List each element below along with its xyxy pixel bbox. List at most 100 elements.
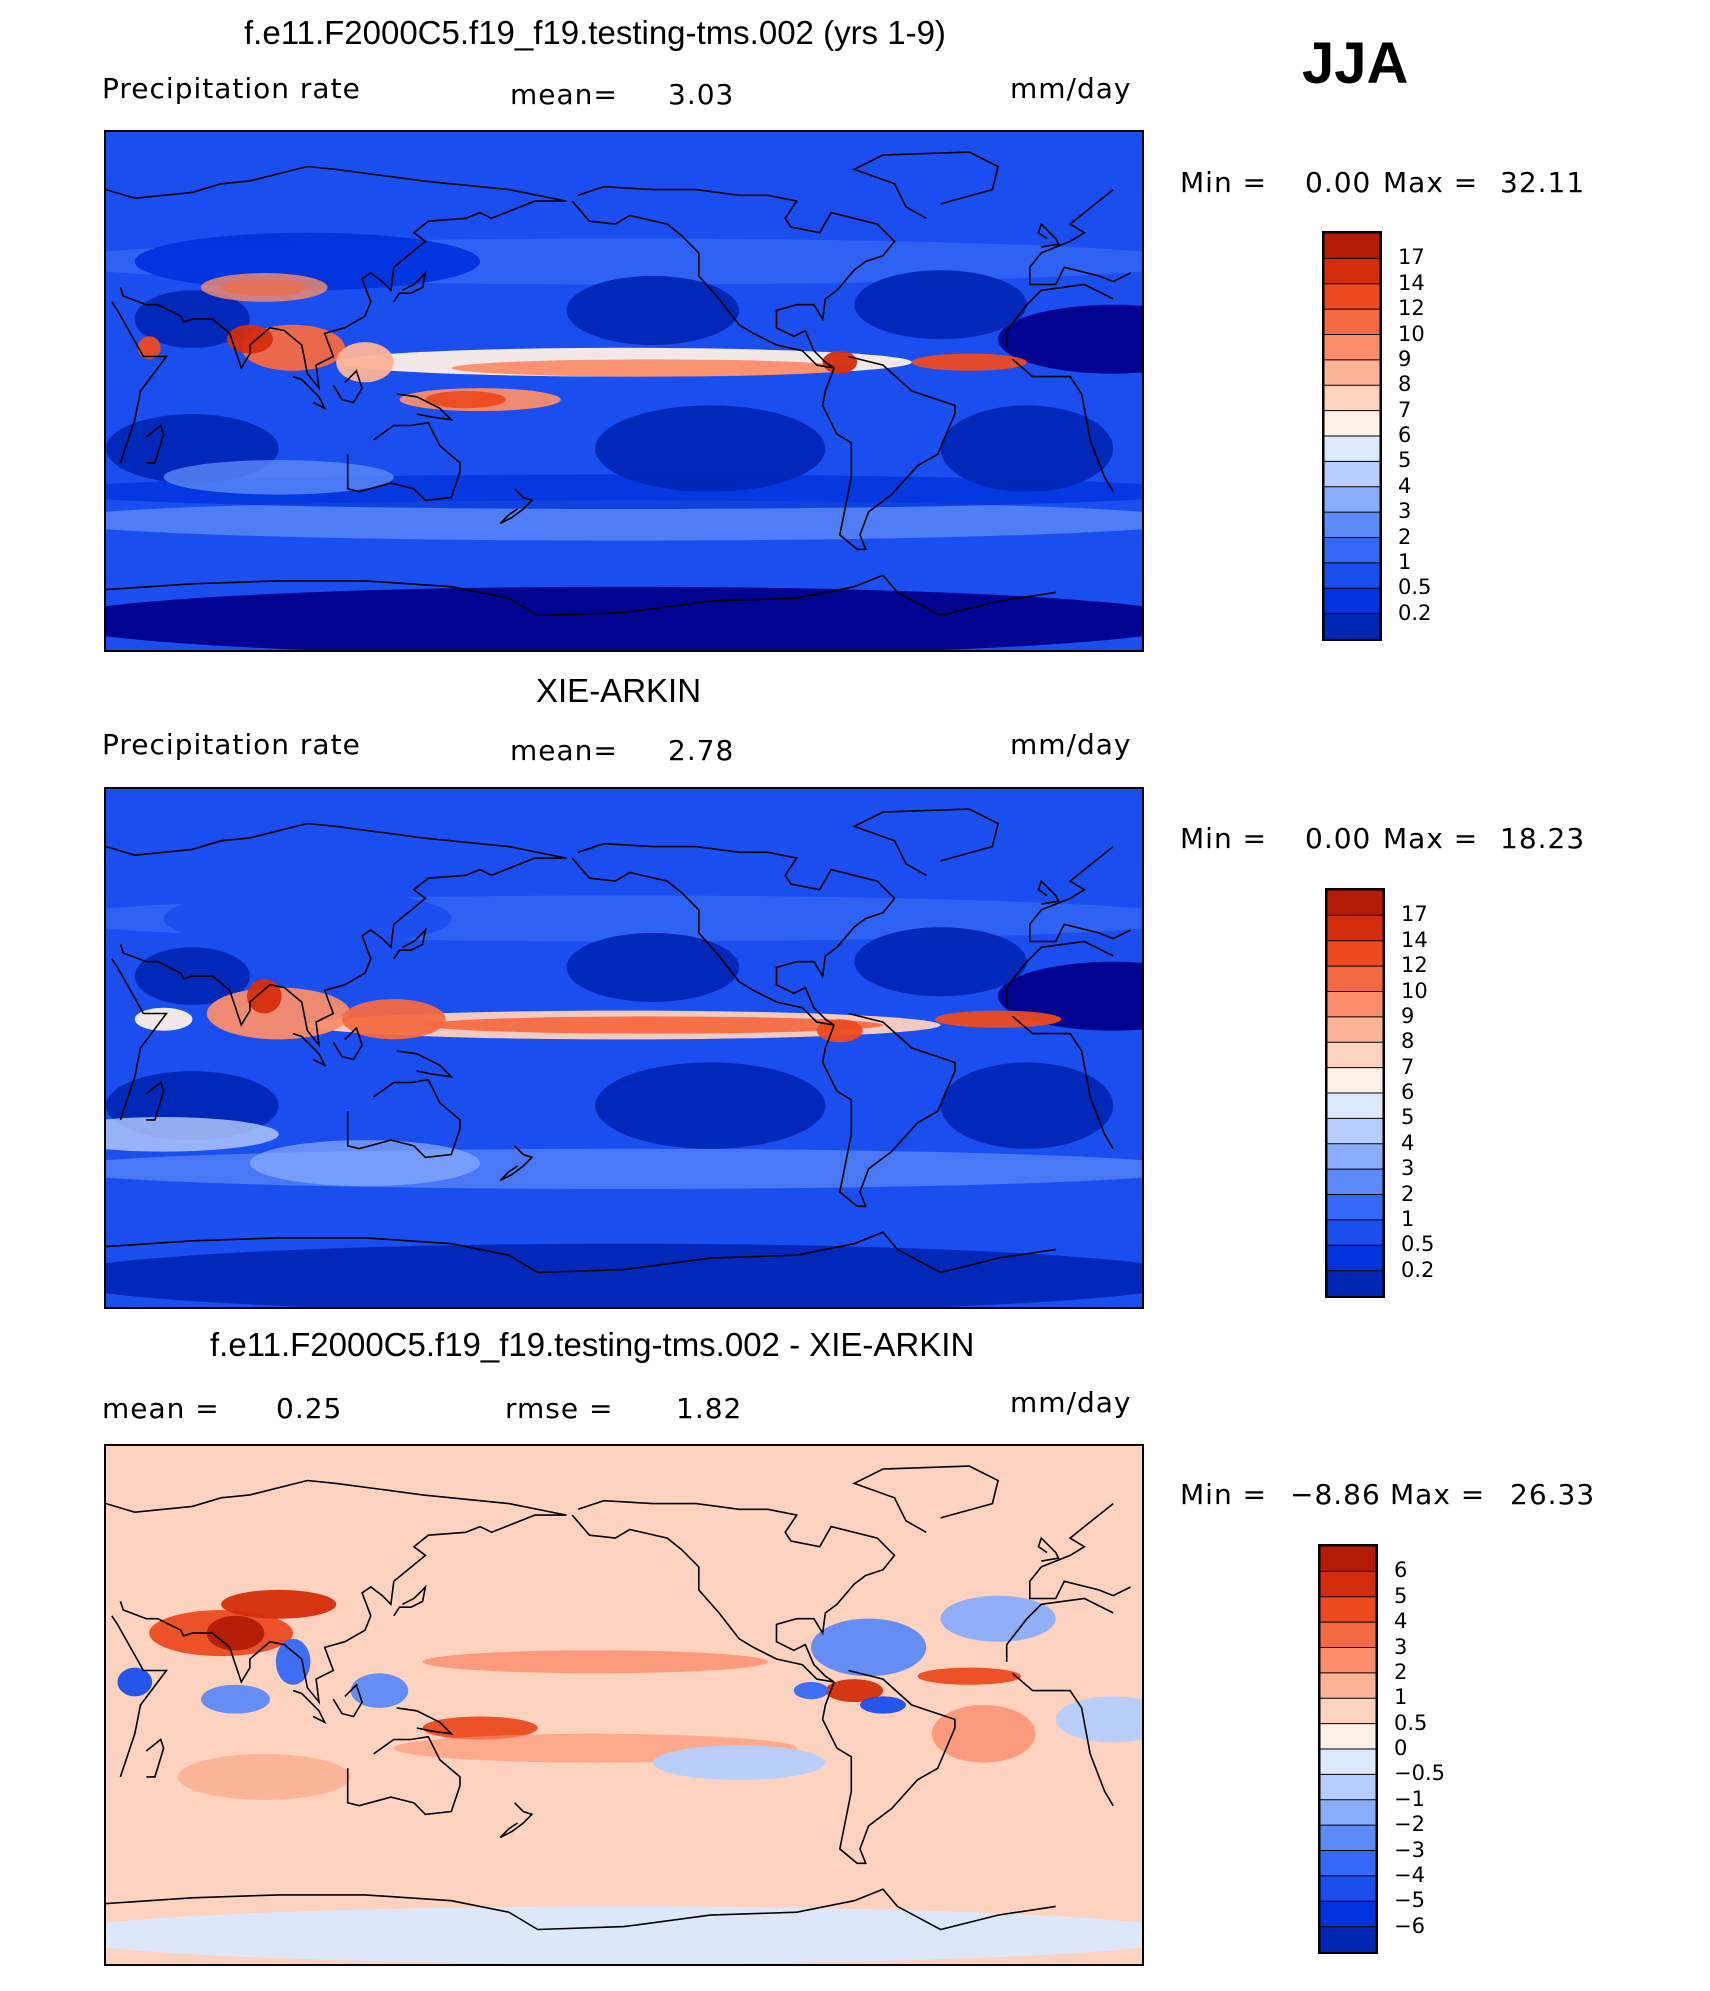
field-patch xyxy=(201,273,328,302)
colorbar-level-label: 8 xyxy=(1398,372,1412,397)
colorbar-level-label: −2 xyxy=(1394,1812,1425,1837)
colorbar-level-label: 17 xyxy=(1401,902,1428,927)
coastline-newguinea xyxy=(396,1707,454,1735)
colorbar-level-label: 14 xyxy=(1398,270,1425,295)
coastline-antarctica xyxy=(537,1231,1056,1274)
coastline-africa xyxy=(1005,283,1114,348)
colorbar-level-label: 2 xyxy=(1401,1181,1415,1206)
coastline-asia xyxy=(106,822,567,1048)
panel1-map xyxy=(104,130,1144,652)
colorbar-level-label: 17 xyxy=(1398,245,1425,270)
coastline-asia xyxy=(106,1479,567,1705)
field-patch xyxy=(106,1243,1142,1307)
field-patch xyxy=(860,1696,906,1714)
field-patch xyxy=(178,1753,351,1800)
coastline-uk xyxy=(1037,879,1060,905)
field-patch xyxy=(566,932,740,1002)
coastline-africa xyxy=(1011,1672,1114,1807)
field-patch xyxy=(163,460,394,495)
coastline-madagascar xyxy=(145,1738,165,1778)
panel3-min-value: −8.86 xyxy=(1290,1478,1381,1511)
colorbar-box xyxy=(1320,1824,1376,1852)
coastline-namerica xyxy=(571,1499,896,1683)
colorbar-box xyxy=(1327,1270,1383,1296)
panel2-mean-value: 2.78 xyxy=(668,734,735,767)
coastline-antarctica xyxy=(106,1894,539,1931)
panel1-mean-label: mean= xyxy=(510,78,618,111)
colorbar-level-label: 3 xyxy=(1394,1634,1408,1659)
coastline-sumatra xyxy=(292,375,327,411)
field-patch xyxy=(226,324,273,354)
panel3-max-value: 26.33 xyxy=(1510,1478,1596,1511)
colorbar-level-label: 3 xyxy=(1398,499,1412,524)
field-patch xyxy=(422,1650,768,1674)
colorbar-box xyxy=(1327,1219,1383,1247)
coastline-australia xyxy=(346,1078,461,1159)
colorbar-box xyxy=(1327,1067,1383,1094)
coastline-madagascar xyxy=(145,424,165,464)
colorbar-box xyxy=(1327,1092,1383,1120)
panel1-max-value: 32.11 xyxy=(1500,166,1586,199)
coastline-newguinea xyxy=(396,1050,454,1078)
colorbar-box xyxy=(1327,890,1383,917)
colorbar-level-label: 12 xyxy=(1401,953,1428,978)
colorbar-level-label: −0.5 xyxy=(1394,1761,1445,1786)
colorbar-box xyxy=(1320,1570,1376,1598)
colorbar-level-label: 0 xyxy=(1394,1736,1408,1760)
field-patch xyxy=(201,1684,270,1714)
field-patch xyxy=(931,1705,1036,1763)
colorbar-box xyxy=(1324,613,1380,639)
panel2-map-field xyxy=(106,789,1142,1307)
field-patch xyxy=(917,1667,1022,1685)
colorbar-level-label: 5 xyxy=(1401,1105,1415,1130)
field-patch xyxy=(425,391,507,409)
field-patch xyxy=(940,405,1114,492)
colorbar-level-label: 1 xyxy=(1394,1685,1408,1710)
panel1-mean-value: 3.03 xyxy=(668,78,735,111)
coastline-asia xyxy=(1029,845,1131,943)
panel1-variable-label: Precipitation rate xyxy=(102,72,361,105)
colorbar-level-label: 6 xyxy=(1398,423,1412,447)
colorbar-box xyxy=(1320,1596,1376,1624)
field-patch xyxy=(595,1062,826,1149)
field-contours xyxy=(106,178,1142,650)
colorbar-level-label: 14 xyxy=(1401,927,1428,952)
colorbar-box xyxy=(1320,1926,1376,1952)
colorbar-box xyxy=(1327,991,1383,1018)
field-patch xyxy=(854,270,1027,340)
colorbar-box xyxy=(1320,1546,1376,1573)
colorbar-box xyxy=(1327,965,1383,993)
coastline-greenland xyxy=(852,1465,1000,1533)
colorbar-box xyxy=(1320,1748,1376,1776)
colorbar-box xyxy=(1327,1244,1383,1272)
coastlines xyxy=(106,151,1131,617)
colorbar-box xyxy=(1327,1117,1383,1145)
field-patch xyxy=(106,534,1142,581)
colorbar-level-label: 10 xyxy=(1398,321,1425,346)
field-contours xyxy=(106,835,1142,1307)
coastline-borneo xyxy=(332,1026,363,1061)
panel3-map xyxy=(104,1444,1144,1966)
colorbar-box xyxy=(1327,1143,1383,1171)
field-patch xyxy=(1055,1696,1142,1743)
field-patch xyxy=(134,1007,193,1031)
colorbar-box xyxy=(1327,1041,1383,1069)
coastline-antarctica xyxy=(106,1237,539,1274)
colorbar-box xyxy=(1324,233,1380,260)
colorbar-level-label: −4 xyxy=(1394,1862,1425,1887)
panel3-map-field xyxy=(106,1446,1142,1964)
coastline-africa xyxy=(1011,1015,1114,1150)
colorbar-level-label: 1 xyxy=(1401,1206,1415,1231)
coastline-namerica xyxy=(571,185,896,369)
field-patch xyxy=(106,1906,1142,1964)
panel2-map xyxy=(104,787,1144,1309)
coastline-madagascar xyxy=(145,1081,165,1121)
colorbar-box xyxy=(1320,1647,1376,1674)
coastline-asia xyxy=(1029,188,1131,286)
field-patch xyxy=(350,1673,409,1708)
colorbar-box xyxy=(1324,384,1380,412)
coastline-nz xyxy=(499,488,534,525)
coastline-antarctica xyxy=(537,1888,1056,1931)
coastline-africa xyxy=(111,301,169,464)
field-patch xyxy=(998,304,1142,374)
